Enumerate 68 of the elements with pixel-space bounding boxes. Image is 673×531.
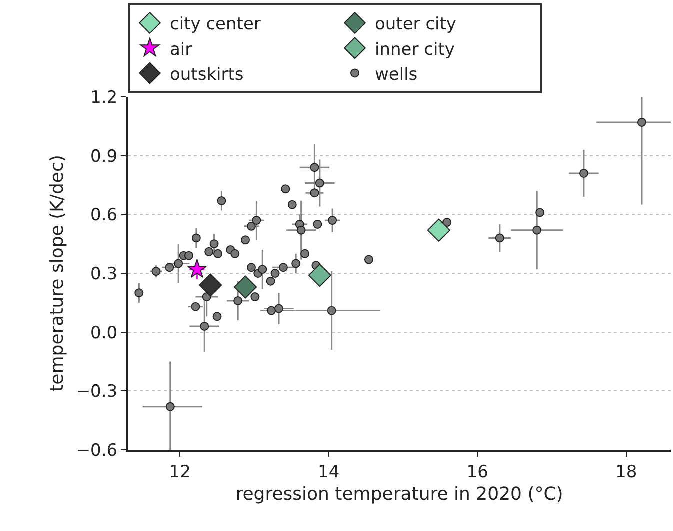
point xyxy=(214,249,222,258)
y-tick-label: 0.0 xyxy=(90,323,118,344)
point xyxy=(308,264,332,288)
point xyxy=(278,263,288,272)
point xyxy=(274,304,284,314)
legend-label: outskirts xyxy=(170,64,244,85)
y-tick-label: 0.6 xyxy=(90,206,118,226)
point xyxy=(300,249,310,258)
point xyxy=(292,259,301,268)
point xyxy=(296,226,306,235)
y-tick-label: 1.2 xyxy=(90,88,118,108)
point xyxy=(266,276,276,286)
point xyxy=(204,247,214,256)
point xyxy=(258,265,268,274)
point xyxy=(532,226,542,235)
x-tick-label: 16 xyxy=(466,462,488,482)
point xyxy=(536,208,545,218)
point xyxy=(267,306,276,316)
point xyxy=(288,200,297,210)
point xyxy=(270,269,280,278)
y-tick-label: −0.3 xyxy=(76,382,118,402)
y-axis-title: temperature slope (K/dec) xyxy=(47,155,68,392)
point xyxy=(252,216,262,226)
y-tick-label: −0.6 xyxy=(76,440,118,461)
point xyxy=(246,263,256,272)
point xyxy=(442,218,452,228)
legend-label: inner city xyxy=(375,40,455,60)
point xyxy=(174,259,184,268)
point xyxy=(495,234,504,243)
point xyxy=(191,302,200,312)
legend-label: outer city xyxy=(375,14,456,35)
legend-label: wells xyxy=(375,64,418,85)
point xyxy=(230,249,240,258)
point xyxy=(234,296,243,306)
x-tick-label: 12 xyxy=(169,462,191,482)
y-tick-label: 0.3 xyxy=(90,264,118,284)
legend-label: air xyxy=(170,40,192,60)
point xyxy=(200,322,210,331)
point xyxy=(313,220,322,229)
point xyxy=(579,168,588,178)
x-tick-label: 18 xyxy=(616,462,638,482)
point xyxy=(241,236,250,245)
point xyxy=(212,312,222,322)
point xyxy=(165,263,174,272)
point xyxy=(250,292,260,302)
point xyxy=(310,188,320,198)
point xyxy=(187,259,207,278)
point xyxy=(184,251,194,260)
point xyxy=(234,276,258,299)
x-tick-label: 14 xyxy=(318,462,340,482)
point xyxy=(328,216,338,226)
point xyxy=(364,255,374,264)
legend-label: city center xyxy=(170,14,261,35)
point xyxy=(315,178,324,188)
point xyxy=(210,240,219,249)
point xyxy=(217,196,226,206)
point xyxy=(281,184,290,194)
point xyxy=(166,402,175,412)
point xyxy=(427,218,450,242)
x-axis-title: regression temperature in 2020 (°C) xyxy=(236,484,564,505)
y-tick-label: 0.9 xyxy=(90,146,118,167)
point xyxy=(246,222,256,231)
point xyxy=(199,274,222,297)
point xyxy=(310,163,320,172)
point xyxy=(637,118,646,127)
point xyxy=(134,288,144,298)
point xyxy=(192,234,201,243)
point xyxy=(327,306,336,316)
